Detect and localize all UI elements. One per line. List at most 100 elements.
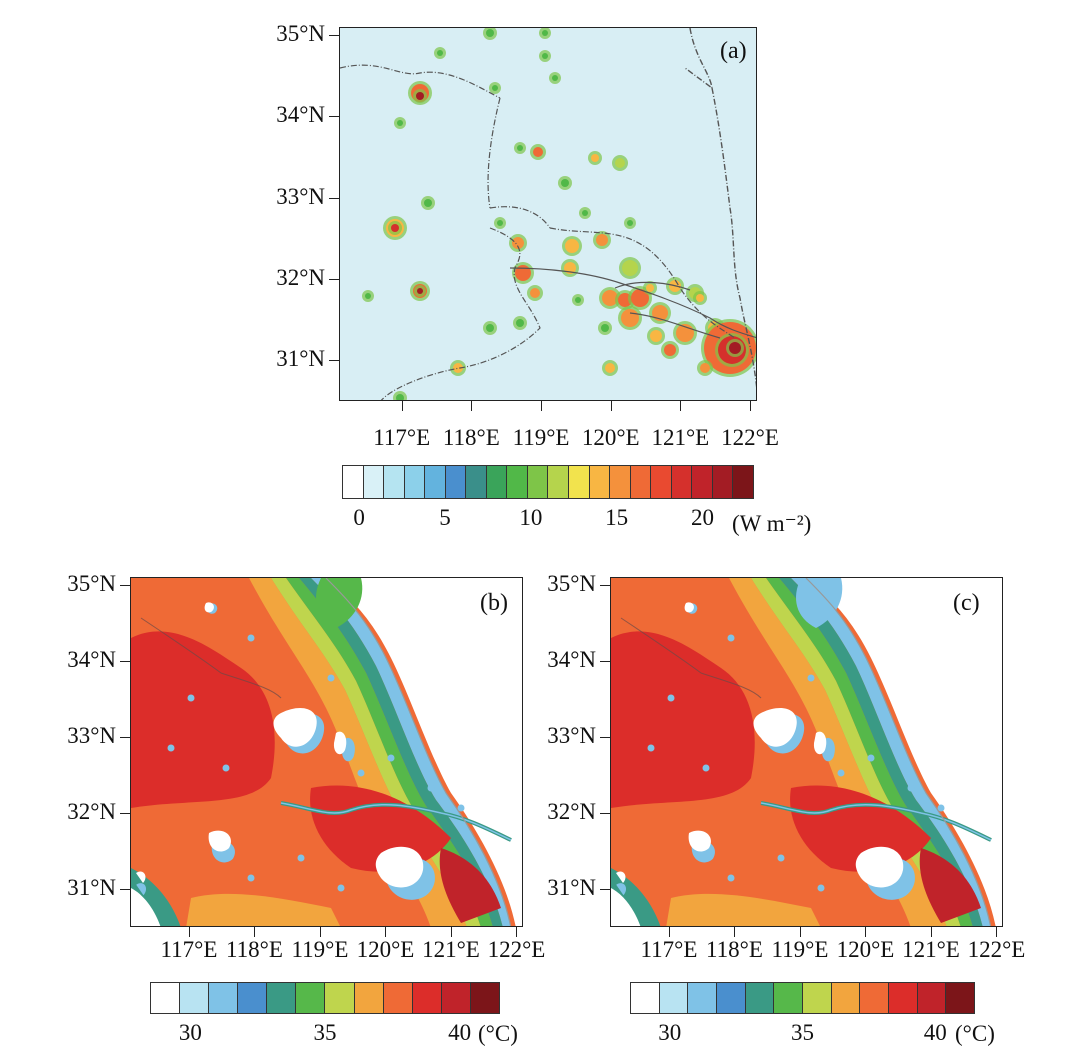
cool-speck <box>357 769 365 777</box>
province-boundary <box>140 617 282 699</box>
lon-tick-mark <box>750 401 752 411</box>
lat-tick-label: 35°N <box>547 570 596 596</box>
cool-speck <box>427 784 435 792</box>
map-a-svg <box>340 28 756 400</box>
colorbar-tick-label: 0 <box>353 505 365 530</box>
yangtze-river-core <box>760 802 992 841</box>
colorbar-cell <box>238 983 268 1013</box>
warm-south <box>666 893 820 926</box>
heat-hotspot <box>561 179 569 187</box>
colorbar-tick-label: 40 <box>448 1020 472 1045</box>
lon-tick-label: 121°E <box>902 937 960 962</box>
colorbar-cell <box>712 466 734 498</box>
colorbar-cell <box>946 983 975 1013</box>
hot-core-shanghai <box>439 848 501 923</box>
hot-core-west <box>131 631 275 808</box>
colorbar-cell <box>343 466 364 498</box>
lon-tick-mark <box>930 927 932 937</box>
colorbar-cell <box>659 983 689 1013</box>
lat-tick-mark <box>329 197 339 199</box>
cool-speck <box>937 804 945 812</box>
hot-core-south <box>790 785 931 872</box>
cool-speck <box>867 754 875 762</box>
lat-tick-label: 33°N <box>547 722 596 748</box>
north-cool-patch <box>316 578 363 628</box>
colorbar-cell <box>404 466 426 498</box>
province-boundary <box>340 64 736 400</box>
lon-tick-mark <box>471 401 473 411</box>
colorbar-tick-label: 30 <box>658 1020 682 1045</box>
lon-tick-label: 119°E <box>771 937 829 962</box>
lake-gaoyou <box>813 731 827 755</box>
lake-north <box>684 602 694 613</box>
colorbar-cell <box>425 466 446 498</box>
lon-tick-label: 120°E <box>836 937 895 962</box>
lon-tick-label: 120°E <box>356 937 415 962</box>
colorbar-cell <box>384 466 405 498</box>
cool-speck <box>702 764 710 772</box>
lon-tick-label: 121°E <box>422 937 480 962</box>
lake-sw <box>616 871 626 883</box>
colorbar-cell <box>527 466 549 498</box>
cool-speck <box>457 804 465 812</box>
colorbar-cell <box>383 983 413 1013</box>
lat-tick-label: 35°N <box>67 570 116 596</box>
map-c-svg <box>611 578 1002 926</box>
coastline <box>325 578 512 926</box>
panel-a-letter: (a) <box>720 38 747 64</box>
heat-hotspot <box>516 319 524 327</box>
lon-tick-mark <box>734 927 736 937</box>
heat-hotspot <box>652 305 668 321</box>
colorbar-tick-label: 20 <box>691 505 714 530</box>
heat-hotspot <box>700 363 710 373</box>
colorbar-cell <box>692 466 713 498</box>
colorbar-a <box>342 465 754 499</box>
heat-hotspot <box>602 290 618 306</box>
heat-hotspot <box>512 237 524 249</box>
heat-hotspot <box>575 297 581 303</box>
lake-taihu <box>855 846 904 888</box>
lat-tick-label: 32°N <box>276 265 325 291</box>
colorbar-tick-label: 10 <box>519 505 543 530</box>
lon-tick-mark <box>668 927 670 937</box>
heat-hotspot <box>533 147 543 157</box>
heat-hotspot <box>486 324 494 332</box>
heat-hotspot <box>437 50 443 56</box>
cool-southwest-core <box>131 888 161 926</box>
lon-tick-mark <box>385 927 387 937</box>
cool-speck <box>327 674 335 682</box>
cool-speck <box>247 634 255 642</box>
lat-tick-mark <box>120 660 130 662</box>
heat-hotspot <box>515 265 531 281</box>
lon-tick-label: 121°E <box>651 425 710 450</box>
colorbar-cell <box>412 983 442 1013</box>
cool-speck <box>777 854 785 862</box>
colorbar-c <box>630 982 975 1014</box>
colorbar-cell <box>466 466 487 498</box>
map-background <box>340 28 756 400</box>
lon-tick-mark <box>865 927 867 937</box>
temperature-band <box>299 578 503 926</box>
colorbar-cell <box>630 466 652 498</box>
lon-tick-mark <box>188 927 190 937</box>
colorbar-cell <box>325 983 355 1013</box>
sea-area <box>326 578 522 926</box>
heat-hotspot <box>627 220 633 226</box>
cool-speck <box>167 744 175 752</box>
sea-area <box>806 578 1002 926</box>
colorbar-c-unit: (°C) <box>955 1021 995 1046</box>
lat-tick-mark <box>600 660 610 662</box>
cool-speck <box>247 874 255 882</box>
lake-gaoyou <box>333 731 347 755</box>
colorbar-tick-label: 35 <box>313 1020 337 1045</box>
lon-tick-mark <box>319 927 321 937</box>
colorbar-tick-label: 15 <box>605 505 629 530</box>
lat-tick-mark <box>600 736 610 738</box>
lon-tick-mark <box>541 401 543 411</box>
colorbar-cell <box>180 983 210 1013</box>
heat-hotspot <box>582 210 588 216</box>
heat-hotspot <box>416 92 424 100</box>
lon-tick-label: 120°E <box>581 425 640 450</box>
lat-tick-label: 34°N <box>67 646 116 672</box>
lake-north <box>204 602 214 613</box>
